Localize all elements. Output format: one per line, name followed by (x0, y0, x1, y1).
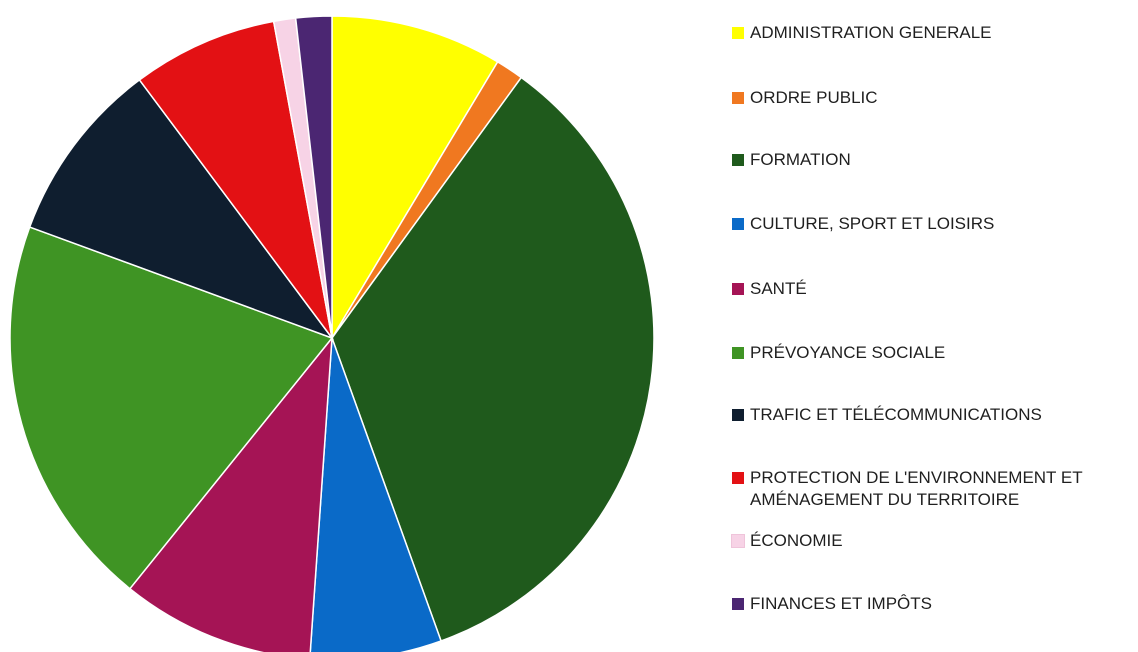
legend-swatch (732, 218, 744, 230)
legend-label: ADMINISTRATION GENERALE (750, 23, 992, 42)
legend-swatch (731, 534, 745, 548)
legend-swatch (732, 92, 744, 104)
pie-slice-7 (138, 20, 333, 339)
pie-slice-3 (309, 337, 443, 652)
legend-item: FORMATION (732, 149, 1132, 171)
legend-label: CULTURE, SPORT ET LOISIRS (750, 214, 995, 233)
legend-item: SANTÉ (732, 278, 1132, 300)
pie-slice-6 (28, 78, 335, 340)
legend-label: PRÉVOYANCE SOCIALE (750, 343, 946, 362)
legend-swatch (732, 283, 744, 295)
legend-label: SANTÉ (750, 279, 807, 298)
legend-swatch (732, 347, 744, 359)
legend-swatch (732, 598, 744, 610)
legend-item: ÉCONOMIE (731, 530, 1132, 552)
legend-label: ORDRE PUBLIC (750, 88, 878, 107)
legend-swatch (732, 409, 744, 421)
legend-item: ORDRE PUBLIC (732, 87, 1132, 109)
legend-label: FORMATION (750, 150, 851, 169)
legend-item: PROTECTION DE L'ENVIRONNEMENT ET AMÉNAGE… (732, 467, 1132, 511)
legend-item: FINANCES ET IMPÔTS (732, 593, 1132, 615)
legend-swatch (732, 472, 744, 484)
pie-plot (9, 15, 655, 652)
pie-slice-5 (9, 226, 334, 590)
pie-slice-9 (294, 15, 333, 339)
legend-item: PRÉVOYANCE SOCIALE (732, 342, 1132, 364)
legend-swatch (732, 154, 744, 166)
pie-slice-4 (128, 335, 333, 652)
legend-label: TRAFIC ET TÉLÉCOMMUNICATIONS (750, 405, 1042, 424)
legend-label: FINANCES ET IMPÔTS (750, 594, 932, 613)
pie-slice-2 (331, 76, 655, 642)
legend-item: ADMINISTRATION GENERALE (732, 22, 1132, 44)
legend-swatch (732, 27, 744, 39)
legend-item: CULTURE, SPORT ET LOISIRS (732, 213, 1132, 235)
pie-slice-0 (331, 15, 499, 341)
legend-item: TRAFIC ET TÉLÉCOMMUNICATIONS (732, 404, 1132, 426)
legend-label: PROTECTION DE L'ENVIRONNEMENT ET AMÉNAGE… (750, 468, 1083, 509)
legend-label: ÉCONOMIE (750, 531, 843, 550)
